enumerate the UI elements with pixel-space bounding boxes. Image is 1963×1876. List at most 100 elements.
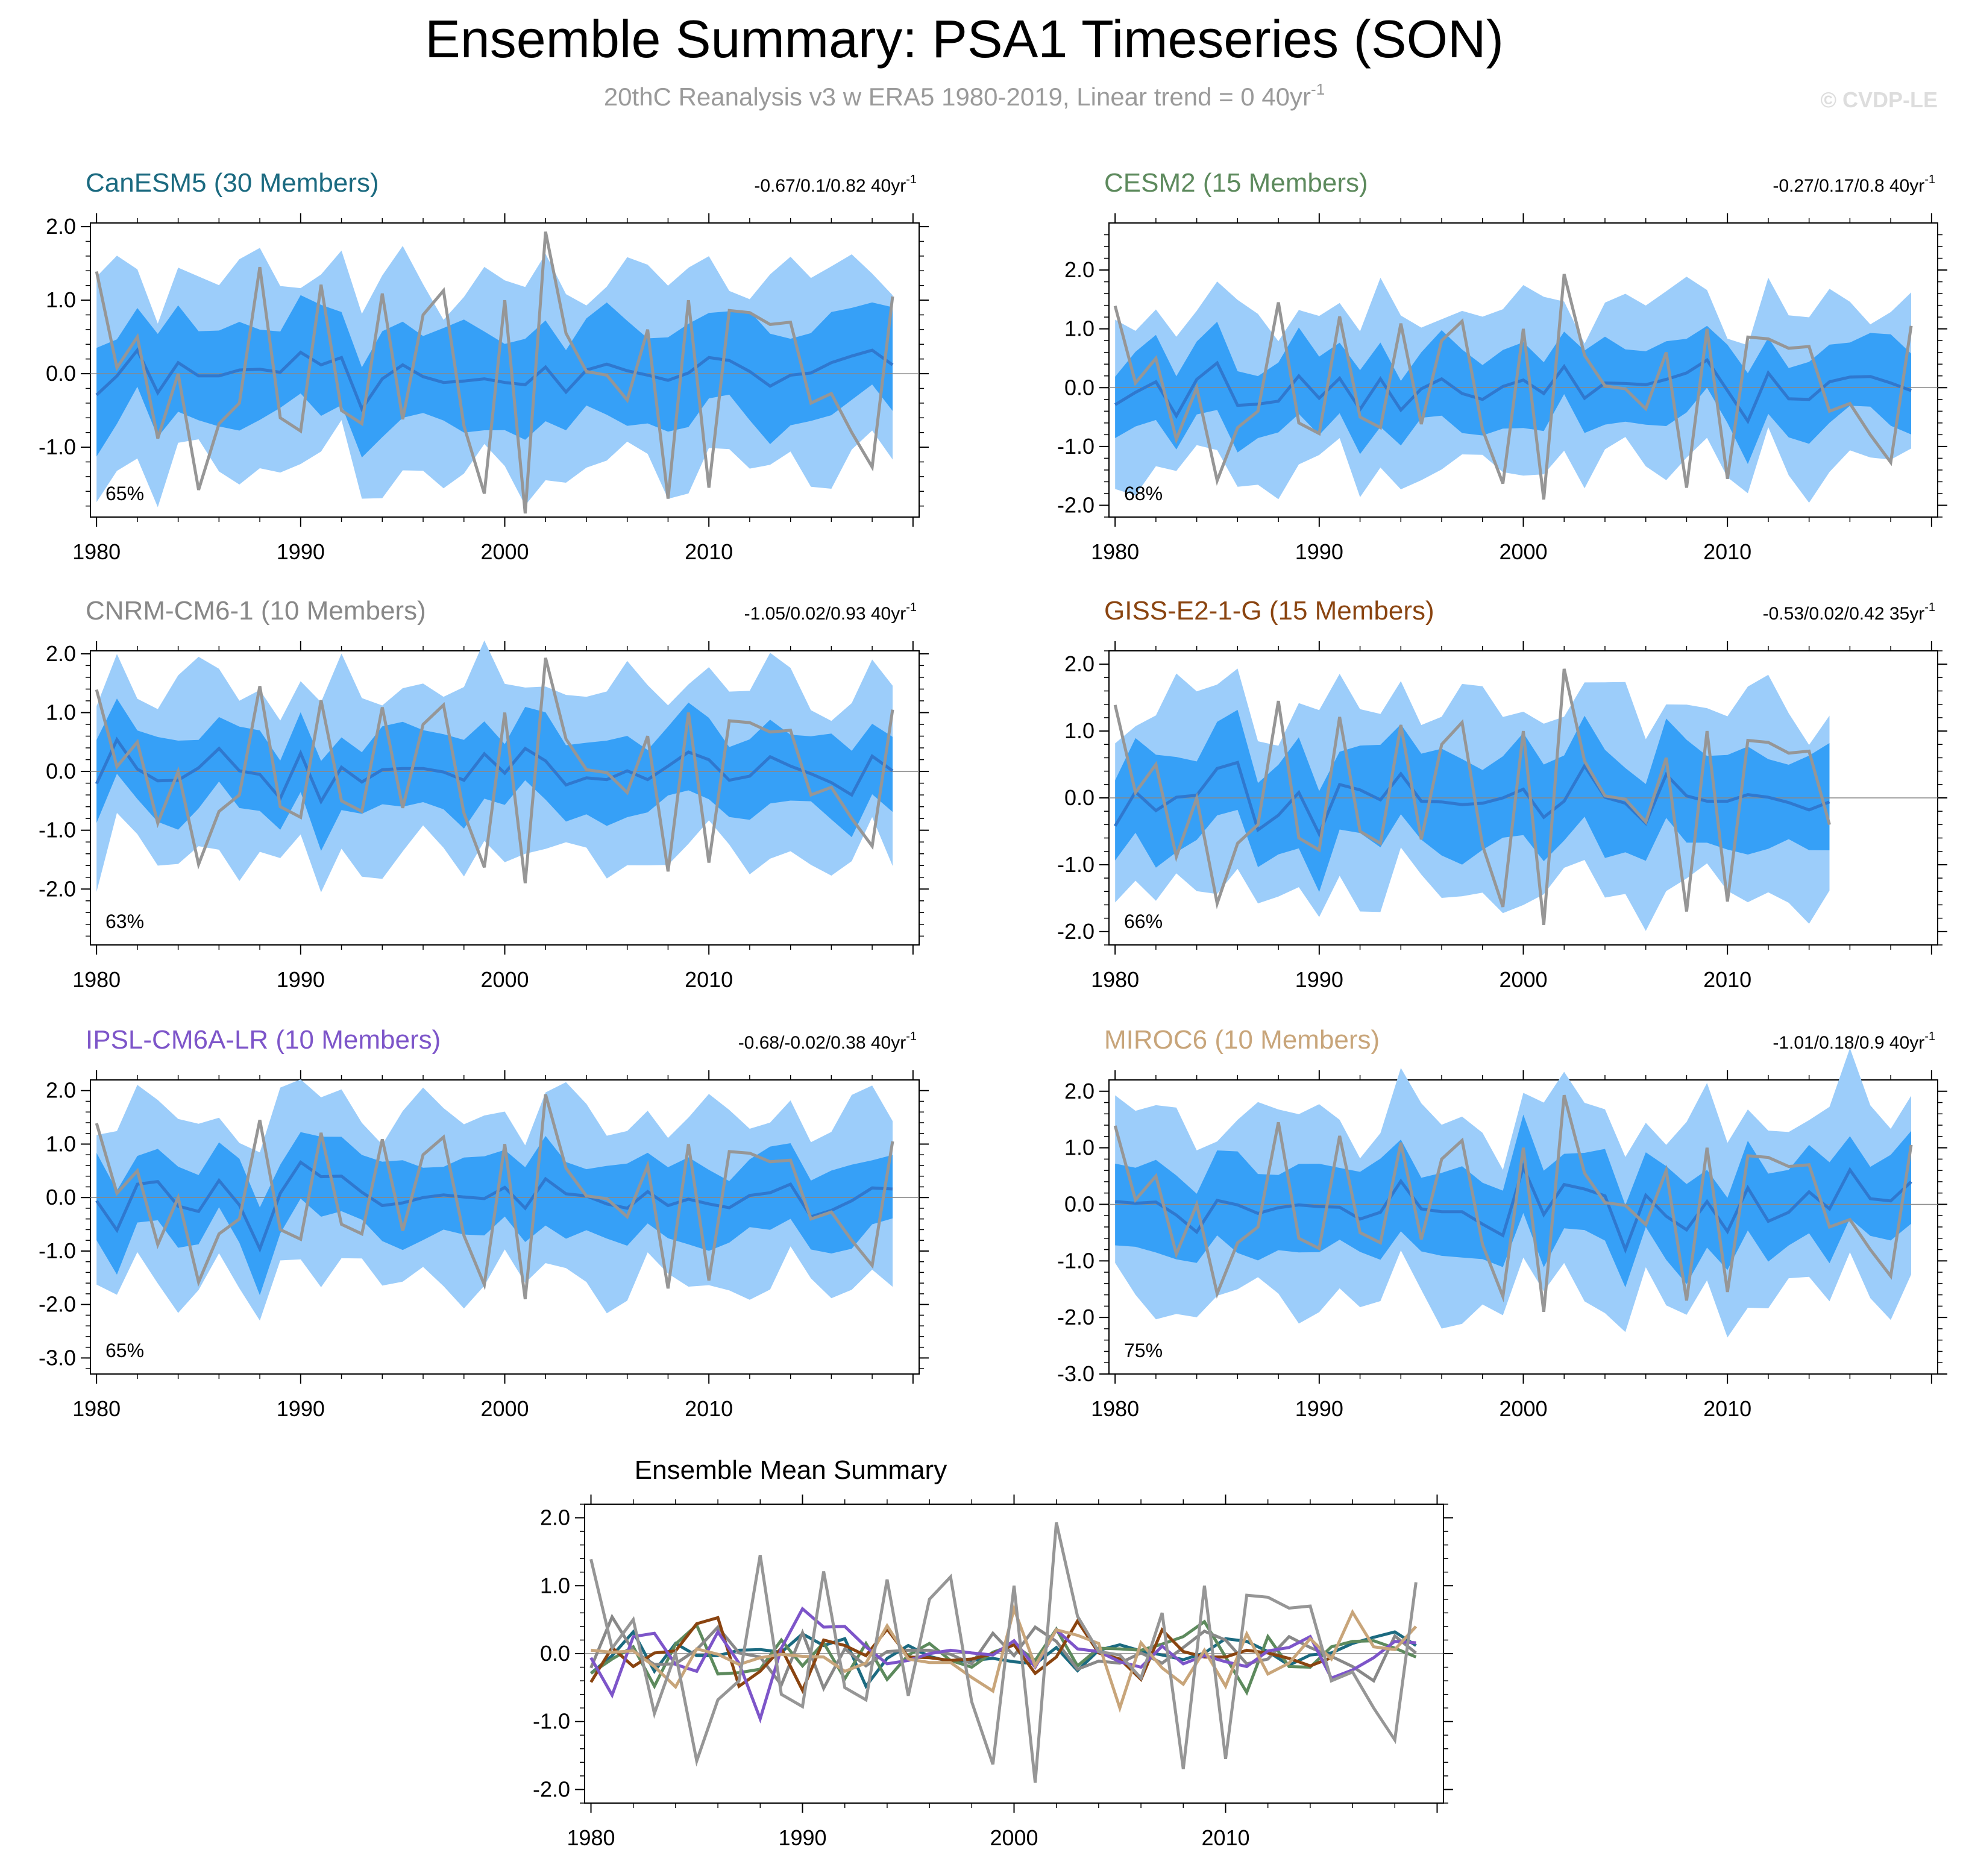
panel-percentage: 65% [105,483,144,504]
x-tick-label: 1980 [1091,1396,1139,1421]
x-tick-label: 1990 [277,1396,325,1421]
y-tick-label: 0.0 [540,1641,570,1666]
y-tick-label: -1.0 [39,818,76,842]
model-panel: 2.0 1.0 0.0 -1.0 -2.0 -3.0 1980 1990 2000 2010 IPS… [39,1025,929,1421]
panel-title: CNRM-CM6-1 (10 Members) [86,596,426,626]
y-tick-label: 0.0 [46,759,76,783]
panel-stats-superscript: -1 [1924,1030,1935,1043]
x-tick-label: 1990 [277,539,325,564]
model-panel: 2.0 1.0 0.0 -1.0 -2.0 1980 1990 2000 2010 CESM2 (… [1057,168,1947,564]
x-tick-label: 2010 [685,967,733,992]
panel-title: GISS-E2-1-G (15 Members) [1104,596,1434,626]
panel-stats-text: -1.05/0.02/0.93 40yr [744,604,906,624]
panel-percentage: 63% [105,911,144,932]
y-tick-label: -2.0 [1057,919,1095,944]
panel-stats-superscript: -1 [906,601,917,614]
inner-spread-band [1115,709,1830,893]
observations-line [95,231,894,514]
x-tick-label: 2000 [480,539,529,564]
observations-line [95,657,894,883]
watermark: © CVDP-LE [1820,87,1938,112]
y-tick-label: 0.0 [1064,375,1095,400]
observations-line [1113,1094,1913,1313]
x-tick-label: 2000 [1499,539,1547,564]
y-tick-label: 0.0 [46,1185,76,1209]
ensemble-mean-line [1114,357,1912,425]
y-tick-label: -1.0 [39,434,76,459]
x-tick-label: 1990 [1295,967,1343,992]
y-tick-label: -2.0 [533,1777,570,1801]
figure-title: Ensemble Summary: PSA1 Timeseries (SON) [425,9,1504,69]
summary-panel: 2.0 1.0 0.0 -1.0 -2.0 1980 1990 2000 2010 Ensembl… [533,1455,1453,1850]
ensemble-mean-line [1114,1162,1912,1254]
panel-stats-text: -0.53/0.02/0.42 35yr [1763,604,1925,624]
x-tick-label: 2010 [1703,967,1751,992]
x-tick-label: 1980 [72,539,121,564]
y-tick-label: 1.0 [1064,718,1095,743]
y-tick-label: 1.0 [46,287,76,312]
panel-stats-superscript: -1 [906,173,917,186]
y-tick-label: -1.0 [39,1238,76,1263]
y-tick-label: -2.0 [1057,492,1095,517]
observations-line [1113,274,1913,500]
panel-stats: -0.67/0.1/0.82 40yr-1 [754,173,917,196]
y-tick-label: 2.0 [46,214,76,239]
x-tick-label: 1990 [1295,539,1343,564]
x-tick-label: 2010 [685,1396,733,1421]
observations-line [95,1094,894,1300]
panel-stats-text: -0.27/0.17/0.8 40yr [1773,176,1924,196]
y-tick-label: 2.0 [1064,257,1095,282]
panel-stats: -1.05/0.02/0.93 40yr-1 [744,601,917,624]
y-tick-label: 1.0 [46,1131,76,1156]
y-tick-label: -3.0 [1057,1361,1095,1386]
y-tick-label: 2.0 [46,1078,76,1103]
panel-title: CESM2 (15 Members) [1104,168,1368,198]
panel-title: IPSL-CM6A-LR (10 Members) [86,1025,441,1055]
y-tick-label: 0.0 [46,361,76,386]
x-tick-label: 2000 [1499,967,1547,992]
x-tick-label: 1980 [1091,539,1139,564]
y-tick-label: -2.0 [1057,1305,1095,1329]
panel-stats-superscript: -1 [906,1030,917,1043]
y-tick-label: -1.0 [533,1709,570,1734]
y-tick-label: -1.0 [1057,434,1095,459]
panel-stats: -0.68/-0.02/0.38 40yr-1 [738,1030,917,1053]
panel-stats: -0.53/0.02/0.42 35yr-1 [1763,601,1935,624]
x-tick-label: 2010 [1703,1396,1751,1421]
y-tick-label: 0.0 [1064,1191,1095,1216]
panel-percentage: 75% [1124,1340,1163,1361]
y-tick-label: -2.0 [39,876,76,901]
panel-stats-text: -0.67/0.1/0.82 40yr [754,176,906,196]
x-tick-label: 1980 [72,1396,121,1421]
x-tick-label: 1990 [1295,1396,1343,1421]
x-tick-label: 1980 [567,1825,615,1850]
x-tick-label: 1990 [277,967,325,992]
x-tick-label: 2000 [1499,1396,1547,1421]
model-panel: 2.0 1.0 0.0 -1.0 1980 1990 2000 2010 CanESM5 (30… [39,168,929,564]
ensemble-mean-line [95,347,894,413]
summary-title: Ensemble Mean Summary [635,1455,947,1485]
y-tick-label: -3.0 [39,1345,76,1370]
panel-percentage: 66% [1124,911,1163,932]
y-tick-label: 1.0 [46,700,76,724]
ensemble-mean-line [1114,761,1830,838]
x-tick-label: 2010 [685,539,733,564]
model-panel: 2.0 1.0 0.0 -1.0 -2.0 1980 1990 2000 2010 CNRM-CM… [39,596,929,992]
model-panel: 2.0 1.0 0.0 -1.0 -2.0 -3.0 1980 1990 2000 2010 MIR… [1057,1025,1947,1421]
panel-stats-superscript: -1 [1924,173,1935,186]
y-tick-label: -2.0 [39,1292,76,1317]
ensemble-mean-line [95,1160,893,1253]
y-tick-label: 0.0 [1064,785,1095,810]
panel-stats: -1.01/0.18/0.9 40yr-1 [1773,1030,1935,1053]
x-tick-label: 2000 [990,1825,1038,1850]
summary-line-miroc6 [591,1604,1418,1713]
subtitle-superscript: -1 [1311,80,1325,98]
panel-stats-text: -0.68/-0.02/0.38 40yr [738,1033,906,1053]
model-panel: 2.0 1.0 0.0 -1.0 -2.0 1980 1990 2000 2010 GISS-E2… [1057,596,1947,992]
panel-percentage: 68% [1124,483,1163,504]
subtitle-text: 20thC Reanalysis v3 w ERA5 1980-2019, Li… [604,83,1311,111]
x-tick-label: 1990 [778,1825,826,1850]
panel-stats: -0.27/0.17/0.8 40yr-1 [1773,173,1935,196]
inner-spread-band [96,698,893,851]
